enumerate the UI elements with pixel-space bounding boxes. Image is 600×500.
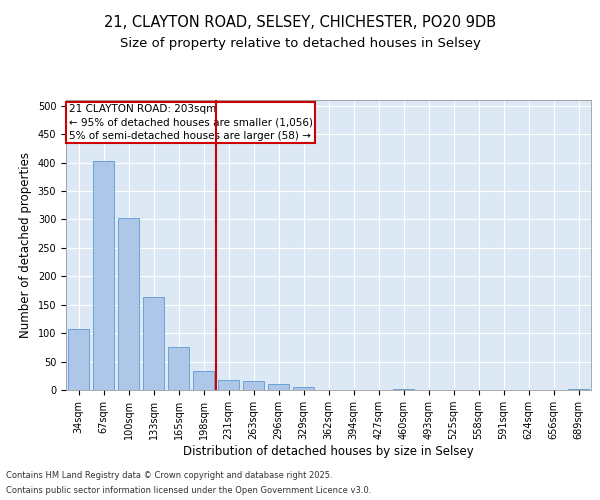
Bar: [218, 380, 239, 390]
Bar: [68, 329, 89, 390]
Bar: [118, 218, 139, 390]
Text: Contains HM Land Registry data © Crown copyright and database right 2025.: Contains HM Land Registry data © Crown c…: [6, 471, 332, 480]
Text: Contains public sector information licensed under the Open Government Licence v3: Contains public sector information licen…: [6, 486, 371, 495]
Text: Size of property relative to detached houses in Selsey: Size of property relative to detached ho…: [119, 38, 481, 51]
Bar: [293, 387, 314, 390]
Bar: [93, 161, 114, 390]
Bar: [393, 389, 414, 390]
X-axis label: Distribution of detached houses by size in Selsey: Distribution of detached houses by size …: [183, 445, 474, 458]
Bar: [143, 298, 164, 390]
Bar: [193, 371, 214, 390]
Y-axis label: Number of detached properties: Number of detached properties: [19, 152, 32, 338]
Bar: [168, 348, 189, 390]
Bar: [568, 389, 589, 390]
Bar: [243, 382, 264, 390]
Bar: [268, 384, 289, 390]
Text: 21 CLAYTON ROAD: 203sqm
← 95% of detached houses are smaller (1,056)
5% of semi-: 21 CLAYTON ROAD: 203sqm ← 95% of detache…: [68, 104, 313, 141]
Text: 21, CLAYTON ROAD, SELSEY, CHICHESTER, PO20 9DB: 21, CLAYTON ROAD, SELSEY, CHICHESTER, PO…: [104, 15, 496, 30]
